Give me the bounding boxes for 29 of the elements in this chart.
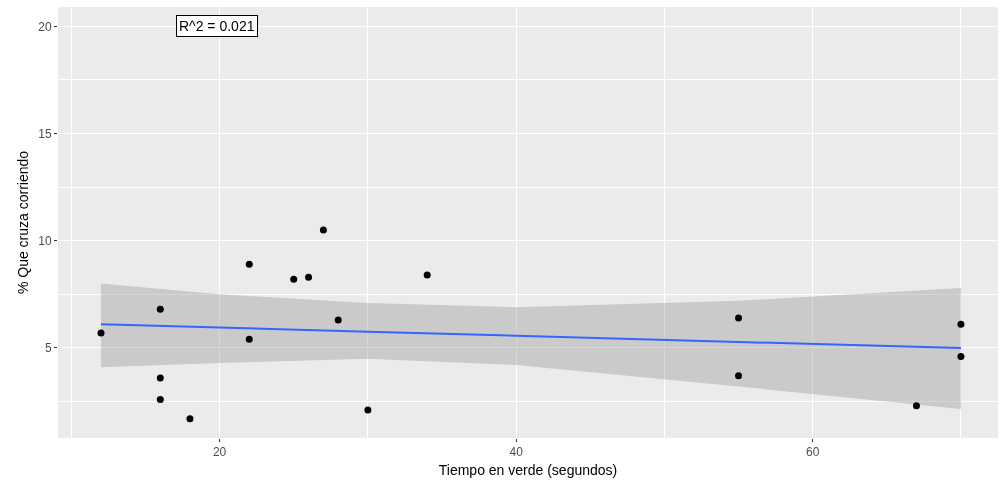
point [912,402,920,410]
point [156,395,164,403]
point [97,329,105,337]
y-axis-title: % Que cruza corriendo [14,150,31,295]
y-tick-label: 5 [44,341,52,356]
point [423,271,431,279]
point [186,415,194,423]
y-tick-label: 20 [38,19,52,34]
line-series [100,323,962,349]
y-tick-label: 15 [38,126,52,141]
point [735,314,743,322]
point [334,316,342,324]
point [957,320,965,328]
x-axis-title: Tiempo en verde (segundos) [438,461,618,478]
x-tick-label: 60 [805,445,820,460]
point [156,374,164,382]
x-tick-label: 40 [509,445,524,460]
point [245,335,253,343]
point [305,273,313,281]
y-tick-label: 10 [38,233,52,248]
point [957,353,965,361]
point [290,275,298,283]
x-tick-label: 20 [212,445,227,460]
point [735,372,743,380]
point [319,226,327,234]
point [245,260,253,268]
point [156,305,164,313]
point [364,406,372,414]
annotation: R^2 = 0.021 [179,18,255,34]
